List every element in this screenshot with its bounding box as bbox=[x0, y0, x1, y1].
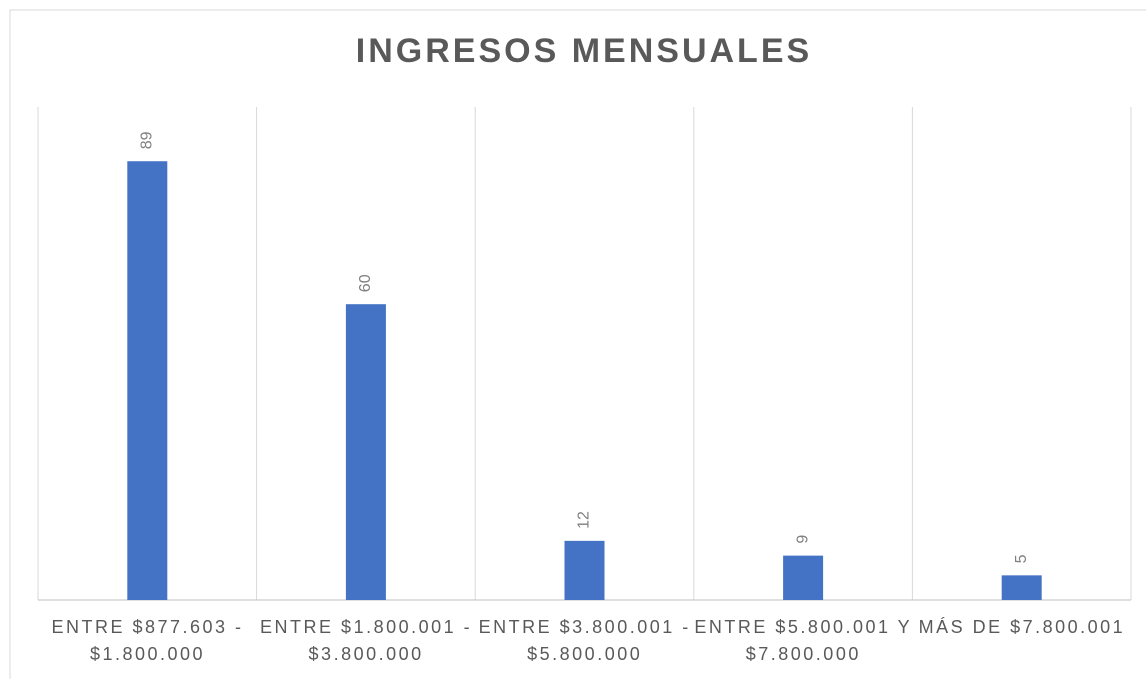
bar bbox=[564, 540, 605, 600]
bar bbox=[783, 555, 824, 600]
x-tick-label: ENTRE $5.800.001 Y $7.800.000 bbox=[694, 617, 913, 664]
chart-title: INGRESOS MENSUALES bbox=[356, 32, 812, 70]
x-tick-label: ENTRE $3.800.001 - $5.800.000 bbox=[478, 617, 691, 664]
bar bbox=[127, 161, 168, 601]
data-label: 89 bbox=[139, 131, 156, 149]
data-label: 60 bbox=[357, 274, 374, 292]
data-label: 12 bbox=[576, 511, 593, 529]
x-tick-label: ENTRE $1.800.001 - $3.800.000 bbox=[260, 617, 473, 664]
chart-border bbox=[9, 9, 1146, 679]
data-label: 9 bbox=[794, 535, 811, 544]
bar bbox=[345, 304, 386, 600]
bar bbox=[1001, 575, 1042, 600]
x-tick-label: ENTRE $877.603 - $1.800.000 bbox=[51, 617, 244, 664]
x-tick-label: MÁS DE $7.800.001 bbox=[918, 617, 1126, 637]
data-label: 5 bbox=[1013, 554, 1030, 563]
